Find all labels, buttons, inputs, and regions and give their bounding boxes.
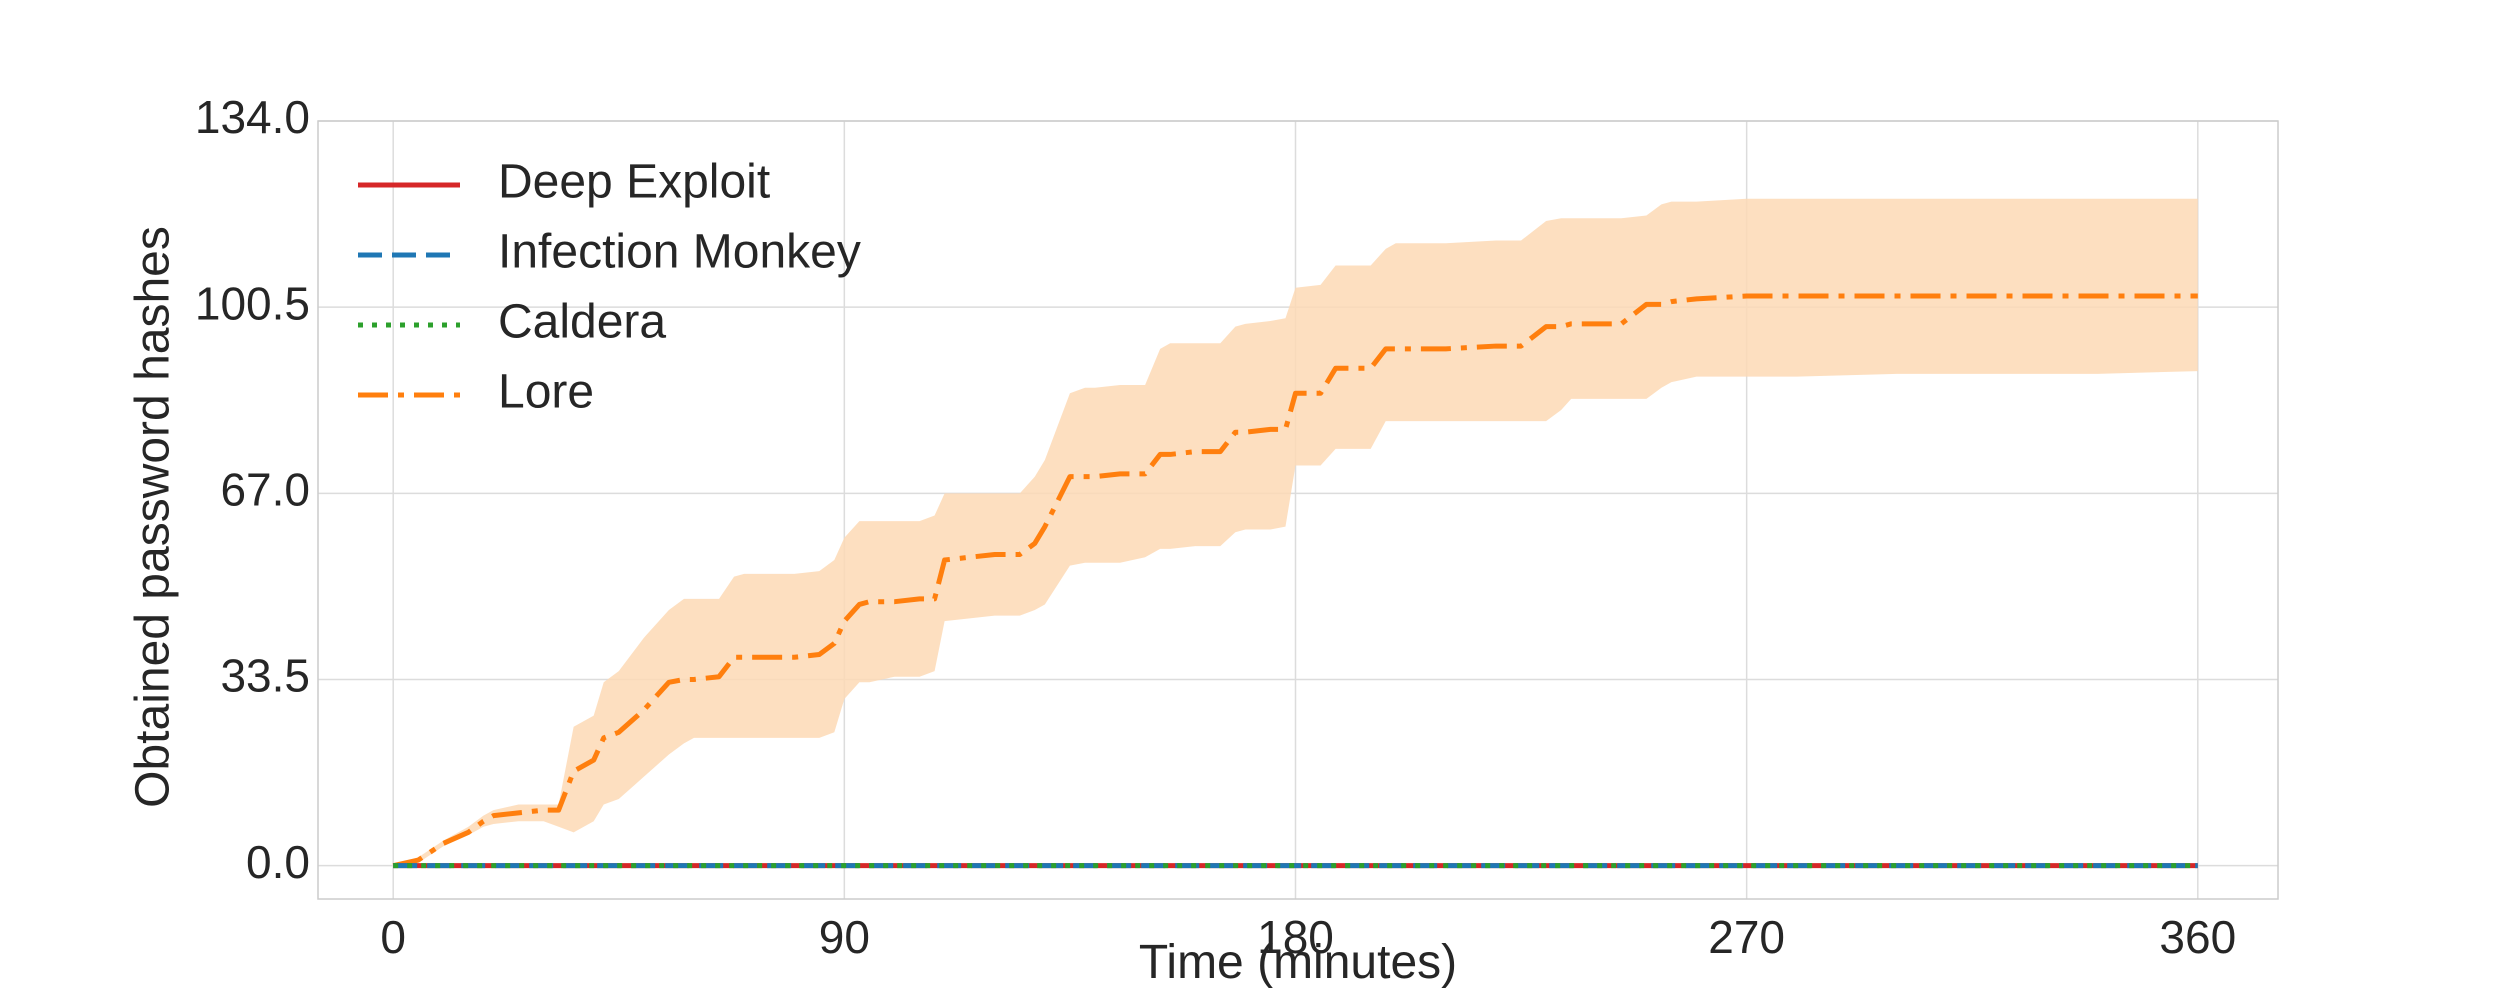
- x-tick-label: 0: [380, 911, 406, 963]
- plot-frame: [317, 120, 2279, 900]
- y-tick-label: 100.5: [195, 277, 310, 329]
- x-tick-label: 360: [2159, 911, 2236, 963]
- x-tick-label: 90: [819, 911, 870, 963]
- y-tick-label: 0.0: [246, 836, 310, 888]
- x-tick-label: 270: [1708, 911, 1785, 963]
- legend-label: Caldera: [498, 296, 666, 349]
- legend: Deep Exploit Infection Monkey Caldera Lore: [358, 156, 861, 419]
- legend-item-infection-monkey: Infection Monkey: [358, 226, 861, 279]
- confidence-bands: [393, 198, 2198, 866]
- legend-label: Infection Monkey: [498, 226, 861, 279]
- legend-label: Lore: [498, 366, 594, 419]
- legend-item-caldera: Caldera: [358, 296, 666, 349]
- lore-band: [393, 198, 2198, 866]
- y-tick-label: 33.5: [220, 650, 310, 702]
- x-tick-label: 180: [1257, 911, 1334, 963]
- y-tick-label: 67.0: [220, 463, 310, 515]
- x-axis-label: Time (minutes): [1139, 936, 1457, 989]
- series-lines: [392, 293, 2198, 869]
- lore-line: [392, 293, 2198, 869]
- tick-labels: 0 90 180 270 360 0.0 33.5 67.0 100.5 134.0: [195, 91, 2236, 963]
- legend-item-deep-exploit: Deep Exploit: [358, 156, 770, 209]
- y-axis-label: Obtained password hashes: [127, 226, 180, 808]
- legend-item-lore: Lore: [358, 366, 594, 419]
- legend-label: Deep Exploit: [498, 156, 770, 209]
- y-tick-label: 134.0: [195, 91, 310, 143]
